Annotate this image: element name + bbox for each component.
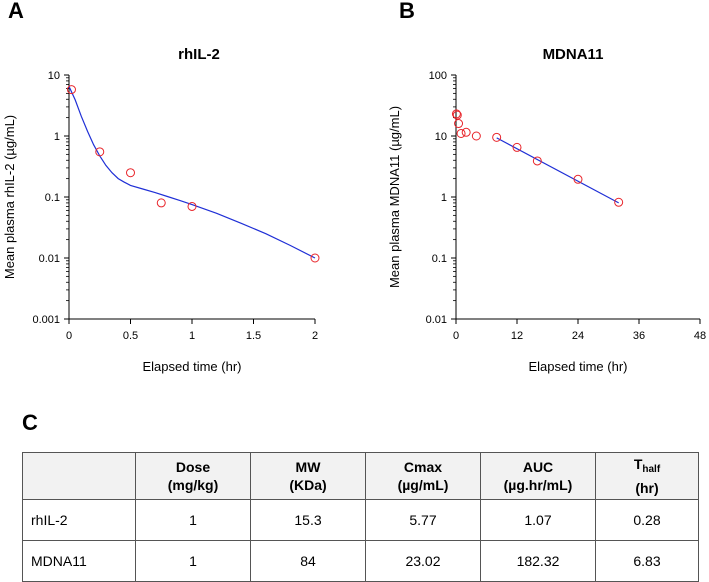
- chart-b-data-point: [614, 197, 624, 207]
- table-cell: 15.3: [250, 499, 366, 541]
- chart-b-data-point: [471, 131, 481, 141]
- chart-a-data-point: [187, 201, 197, 211]
- chart-b-y-tick-label: 100: [429, 70, 447, 82]
- chart-b-group: 0.01 0.1 1 10 100 0 12 24 36 48 MDNA11 Elapsed time…: [387, 46, 706, 374]
- panel-label-c: C: [22, 410, 38, 435]
- chart-b-x-axis-label: Elapsed time (hr): [529, 359, 628, 374]
- chart-a-data-point: [126, 168, 135, 178]
- table-cell: 6.83: [595, 540, 699, 582]
- header-auc: AUC (µg.hr/mL): [480, 452, 596, 500]
- table-cell: 1: [135, 540, 251, 582]
- chart-a-y-tick-label: 0.1: [45, 192, 60, 204]
- chart-b-data-point: [573, 174, 583, 184]
- chart-b-y-tick-label: 10: [435, 131, 447, 143]
- chart-a-x-tick-label: 1.5: [246, 330, 261, 342]
- table-cell: 1.07: [480, 499, 596, 541]
- chart-a-y-tick-label: 10: [48, 70, 60, 82]
- chart-b-y-tick-label: 0.1: [432, 253, 447, 265]
- table-cell: 23.02: [365, 540, 481, 582]
- header-thalf: Thalf (hr): [595, 452, 699, 500]
- chart-a-group: 0.001 0.01 0.1 1 10 0 0.5 1 1.5 2 rhIL-2 Elapsed ti…: [2, 46, 320, 374]
- row-label: MDNA11: [22, 540, 136, 582]
- chart-b-x-tick-label: 48: [694, 330, 706, 342]
- table-corner-cell: [22, 452, 136, 500]
- table-header-row: Dose (mg/kg) MW (KDa) Cmax (µg/mL) AUC (µg.h…: [22, 452, 699, 500]
- chart-b-fit-line: [496, 137, 619, 204]
- chart-a-x-tick-label: 0.5: [123, 330, 138, 342]
- row-label: rhIL-2: [22, 499, 136, 541]
- chart-b-x-tick-label: 36: [633, 330, 645, 342]
- chart-a-data-point: [310, 253, 320, 263]
- chart-b-data-point: [454, 119, 464, 129]
- pk-parameters-table: Dose (mg/kg) MW (KDa) Cmax (µg/mL) AUC (µg.h…: [22, 452, 699, 582]
- chart-a-x-axis-label: Elapsed time (hr): [143, 359, 242, 374]
- table-row: MDNA11 1 84 23.02 182.32 6.83: [22, 540, 699, 582]
- chart-b-data-point: [532, 156, 542, 166]
- chart-b-data-point: [512, 142, 522, 152]
- table-cell: 84: [250, 540, 366, 582]
- chart-a-y-tick-label: 0.001: [32, 314, 60, 326]
- chart-a-y-axis-label: Mean plasma rhIL-2 (µg/mL): [2, 115, 17, 279]
- chart-a-data-point: [156, 198, 166, 208]
- chart-b-title: MDNA11: [543, 46, 604, 63]
- chart-b-data-point: [452, 110, 462, 120]
- chart-b-y-tick-label: 1: [441, 192, 447, 204]
- chart-b-x-tick-label: 24: [572, 330, 584, 342]
- table-cell: 182.32: [480, 540, 596, 582]
- chart-a-x-tick-label: 0: [66, 330, 72, 342]
- chart-b-y-axis-label: Mean plasma MDNA11 (µg/mL): [387, 106, 402, 288]
- chart-a-title: rhIL-2: [178, 46, 220, 63]
- chart-b-x-tick-label: 12: [511, 330, 523, 342]
- chart-b-data-point: [461, 127, 471, 137]
- chart-a-data-point: [95, 147, 105, 157]
- panel-label-a: A: [8, 0, 24, 23]
- chart-b-x-tick-label: 0: [453, 330, 459, 342]
- table-cell: 5.77: [365, 499, 481, 541]
- chart-a-fit-line: [68, 86, 316, 259]
- table-cell: 0.28: [595, 499, 699, 541]
- chart-b-data-point: [451, 109, 461, 119]
- header-cmax: Cmax (µg/mL): [365, 452, 481, 500]
- chart-b-y-tick-label: 0.01: [426, 314, 447, 326]
- chart-b-data-point: [456, 128, 466, 138]
- chart-a-x-tick-label: 1: [189, 330, 195, 342]
- chart-b-data-point: [492, 132, 502, 142]
- panel-label-b: B: [399, 0, 415, 23]
- chart-a-y-tick-label: 0.01: [39, 253, 60, 265]
- chart-a-x-tick-label: 2: [312, 330, 318, 342]
- chart-a-data-point: [66, 85, 76, 95]
- header-dose: Dose (mg/kg): [135, 452, 251, 500]
- table-cell: 1: [135, 499, 251, 541]
- header-mw: MW (KDa): [250, 452, 366, 500]
- chart-a-y-tick-label: 1: [54, 131, 60, 143]
- table-row: rhIL-2 1 15.3 5.77 1.07 0.28: [22, 499, 699, 541]
